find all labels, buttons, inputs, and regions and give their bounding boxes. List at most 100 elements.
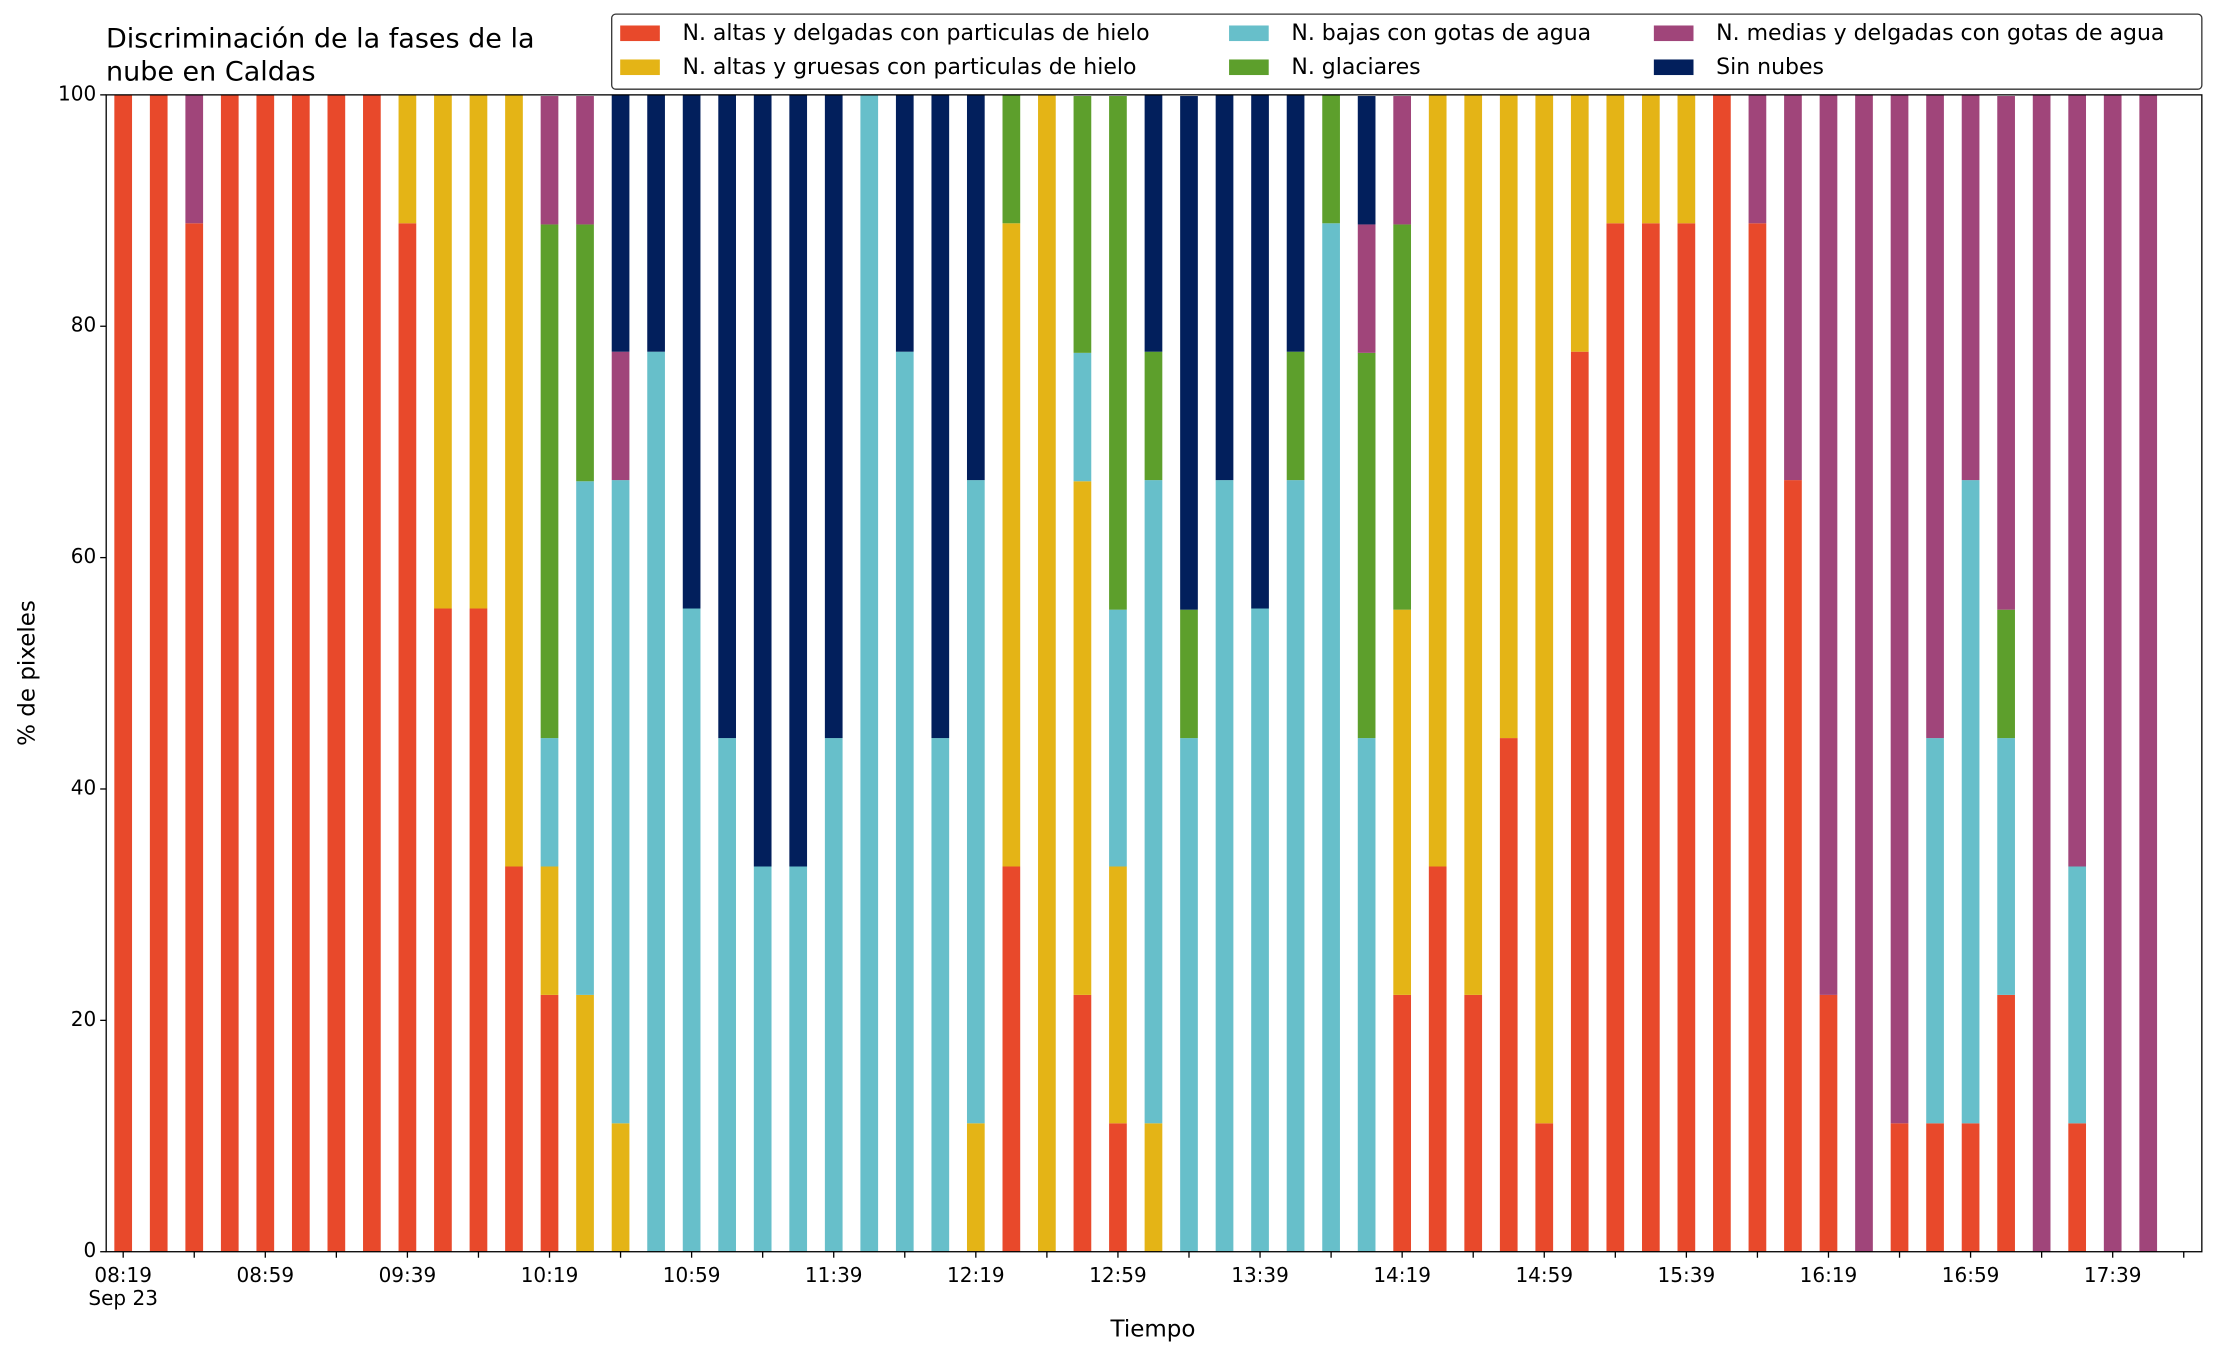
bar-segment: [1464, 994, 1483, 1252]
bar-segment: [611, 94, 630, 352]
bar-segment: [505, 866, 523, 1252]
bar-segment: [1713, 94, 1731, 1252]
x-tick-label: 17:39: [2084, 1263, 2142, 1287]
legend-label: N. altas y delgadas con particulas de hi…: [682, 21, 1149, 46]
bar-segment: [540, 224, 559, 739]
chart-title: Discriminación de la fases de la: [106, 24, 535, 55]
bar-segment: [1641, 94, 1660, 224]
bar-segment: [1109, 96, 1127, 610]
bar-segment: [1286, 351, 1305, 481]
x-tick-label: 15:39: [1658, 1263, 1716, 1287]
y-tick-label: 20: [71, 1007, 96, 1031]
bar-segment: [1286, 480, 1305, 1252]
bar-segment: [114, 94, 133, 1252]
bar-segment: [1357, 352, 1376, 739]
bar-segment: [1109, 1123, 1127, 1252]
bar-segment: [1393, 224, 1412, 610]
legend-swatch: [620, 25, 660, 42]
bar-segment: [1997, 96, 2015, 610]
legend-label: N. medias y delgadas con gotas de agua: [1716, 21, 2164, 46]
bar-segment: [434, 94, 452, 609]
x-tick-label: 13:39: [1231, 1263, 1289, 1287]
bar-segment: [1393, 994, 1412, 1252]
bar-segment: [1464, 94, 1483, 995]
bar-segment: [469, 608, 488, 1252]
bar-segment: [1926, 94, 1944, 739]
bar-segment: [611, 351, 630, 481]
bar-segment: [611, 480, 630, 1124]
bar-segment: [576, 224, 594, 482]
bar-segment: [682, 94, 701, 609]
bar-segment: [647, 94, 665, 352]
bar-segment: [540, 994, 559, 1252]
bar-segment: [505, 94, 523, 867]
bar-segment: [1677, 223, 1696, 1252]
bar-segment: [1997, 994, 2015, 1252]
bar-segment: [611, 1123, 630, 1252]
bar-segment: [185, 223, 204, 1252]
bar-segment: [682, 608, 701, 1252]
bar-segment: [1961, 1123, 1980, 1252]
bar-segment: [469, 94, 488, 609]
bar-segment: [1961, 480, 1980, 1124]
bar-segment: [1997, 738, 2015, 995]
bar-segment: [1286, 94, 1305, 352]
bar-segment: [398, 94, 417, 224]
bar-segment: [1606, 223, 1625, 1252]
bar-segment: [1535, 1123, 1554, 1252]
bar-segment: [1038, 94, 1056, 1252]
bar-segment: [1357, 224, 1376, 353]
legend-swatch: [1229, 25, 1269, 42]
y-axis-label: % de pixeles: [15, 600, 41, 746]
chart-title: nube en Caldas: [106, 57, 316, 88]
bar-segment: [1180, 609, 1198, 739]
x-tick-label: 09:39: [379, 1263, 437, 1287]
bar-segment: [434, 608, 452, 1252]
bar-segment: [1180, 96, 1198, 610]
x-tick-label: 14:59: [1515, 1263, 1573, 1287]
x-tick-label: 12:59: [1089, 1263, 1147, 1287]
bar-segment: [1535, 94, 1554, 1124]
bar-segment: [1890, 1123, 1909, 1252]
bar-segment: [1570, 351, 1589, 1252]
bar-segment: [1961, 94, 1980, 481]
y-tick-label: 80: [71, 313, 96, 337]
bar-segment: [1144, 480, 1163, 1124]
bar-segment: [1784, 480, 1802, 1252]
bar-segment: [1890, 94, 1909, 1124]
legend-swatch: [1653, 25, 1694, 42]
x-axis-label: Tiempo: [1110, 1317, 1196, 1343]
bar-segment: [1357, 738, 1376, 1252]
bar-segment: [966, 480, 985, 1124]
bar-segment: [1215, 480, 1234, 1252]
x-tick-label: 16:59: [1942, 1263, 2000, 1287]
bar-segment: [2032, 94, 2051, 1252]
bar-segment: [1926, 1123, 1944, 1252]
bar-segment: [895, 94, 914, 352]
bar-segment: [860, 94, 879, 1252]
bar-segment: [1073, 994, 1092, 1252]
bar-segment: [2139, 94, 2158, 1252]
bar-segment: [1002, 94, 1021, 224]
legend-label: N. bajas con gotas de agua: [1291, 21, 1591, 46]
bar-segment: [1606, 94, 1625, 224]
legend-swatch: [1229, 59, 1269, 76]
x-tick-label: 14:19: [1373, 1263, 1431, 1287]
bar-segment: [1251, 608, 1269, 1252]
bar-segment: [1002, 866, 1021, 1252]
x-tick-label: 08:19: [94, 1263, 152, 1287]
bar-segment: [1322, 223, 1340, 1252]
bar-segment: [789, 94, 808, 867]
bar-segment: [1357, 96, 1376, 225]
x-tick-label: 16:19: [1800, 1263, 1858, 1287]
bar-segment: [966, 1123, 985, 1252]
legend-label: Sin nubes: [1716, 55, 1824, 80]
bar-segment: [576, 96, 594, 225]
bar-segment: [327, 94, 346, 1252]
bar-segment: [1393, 609, 1412, 995]
bar-segment: [1428, 94, 1447, 867]
bar-segment: [576, 994, 594, 1252]
y-tick-label: 100: [58, 81, 96, 105]
